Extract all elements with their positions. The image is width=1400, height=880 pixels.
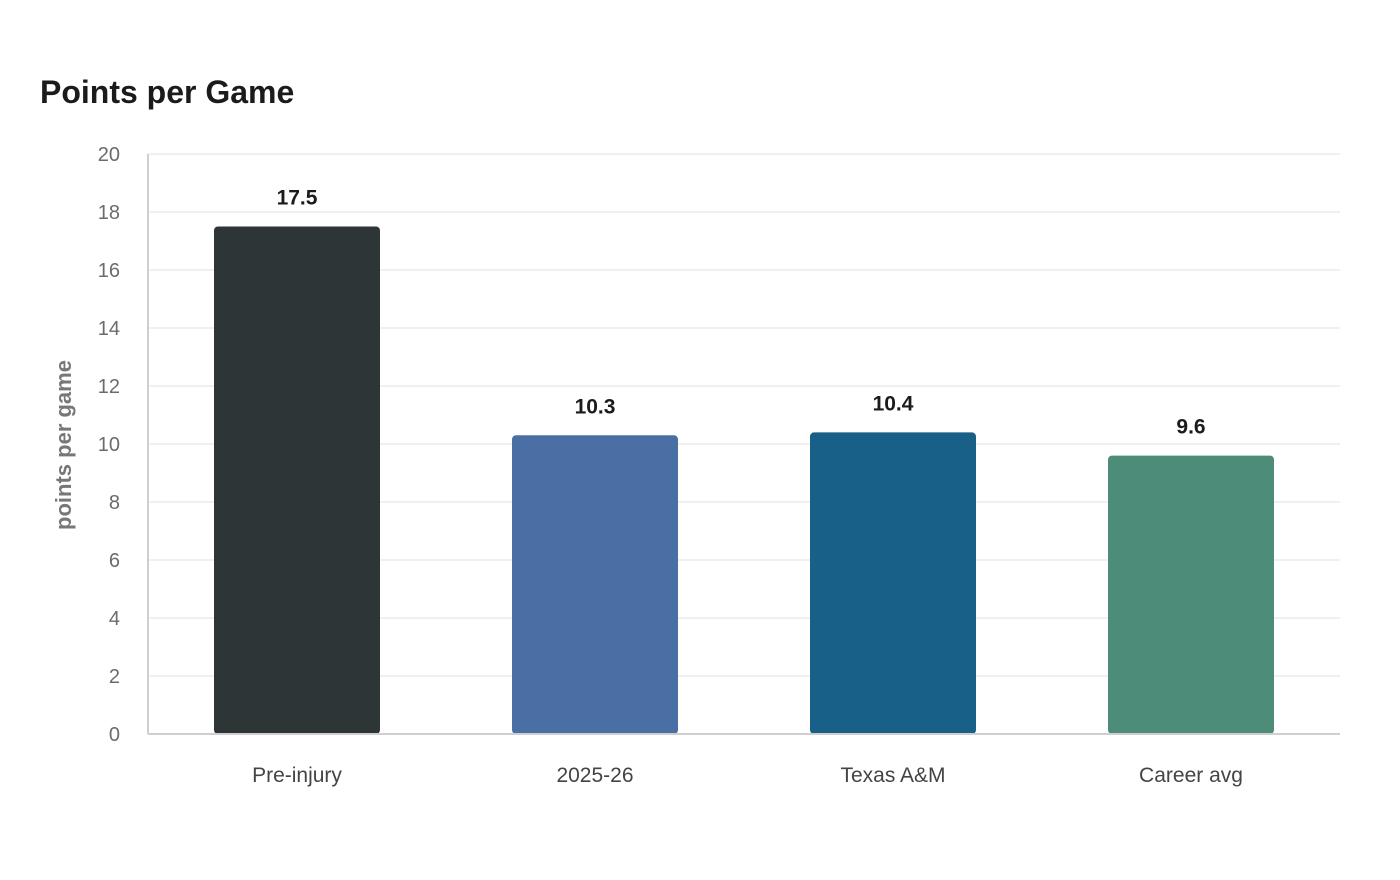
y-tick-label: 8 (109, 492, 120, 514)
y-tick-label: 12 (98, 376, 120, 398)
y-tick-label: 18 (98, 202, 120, 224)
bar-value-label: 10.4 (873, 392, 914, 415)
x-tick-label: Pre-injury (252, 764, 342, 787)
y-axis-label: points per game (51, 360, 76, 530)
bar-value-label: 17.5 (277, 187, 318, 210)
x-tick-label: Texas A&M (840, 764, 945, 787)
bar-value-label: 9.6 (1176, 416, 1205, 439)
chart-title: Points per Game (40, 74, 295, 110)
value-labels: 17.5 10.3 10.4 9.6 (277, 187, 1206, 439)
x-tick-label: Career avg (1139, 764, 1243, 787)
bar-value-label: 10.3 (575, 395, 616, 418)
y-tick-label: 16 (98, 260, 120, 282)
bars (214, 226, 1274, 734)
bar (1108, 455, 1274, 734)
y-tick-label: 10 (98, 434, 120, 456)
y-tick-label: 0 (109, 724, 120, 746)
bar (512, 435, 678, 734)
y-tick-label: 4 (109, 608, 120, 630)
bar (214, 226, 380, 734)
y-tick-label: 20 (98, 144, 120, 166)
y-tick-label: 6 (109, 550, 120, 572)
y-tick-label: 14 (98, 318, 120, 340)
x-axis-ticks: Pre-injury 2025-26 Texas A&M Career avg (252, 764, 1243, 787)
y-tick-label: 2 (109, 666, 120, 688)
x-tick-label: 2025-26 (556, 764, 633, 787)
bar (810, 432, 976, 734)
y-axis-ticks: 0 2 4 6 8 10 12 14 16 18 20 (98, 144, 120, 746)
